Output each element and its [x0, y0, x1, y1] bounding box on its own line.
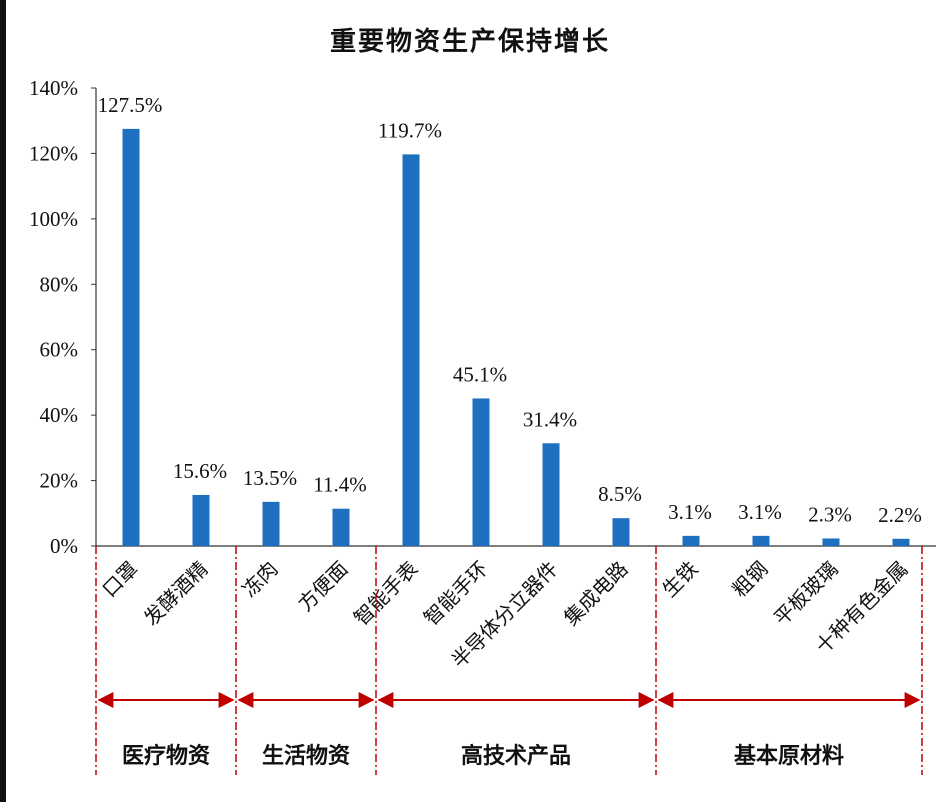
- bar: [192, 494, 210, 546]
- bar: [822, 538, 840, 546]
- category-label: 平板玻璃: [769, 557, 843, 631]
- data-label: 31.4%: [523, 407, 577, 431]
- category-label: 方便面: [293, 557, 352, 616]
- data-label: 15.6%: [173, 459, 227, 483]
- y-tick-label: 100%: [29, 207, 78, 231]
- axes: 0% 20% 40% 60% 80% 100% 120% 140%: [29, 76, 936, 558]
- data-label: 127.5%: [98, 93, 163, 117]
- data-label: 3.1%: [668, 500, 712, 524]
- bar: [122, 128, 140, 546]
- category-label: 智能手环: [419, 557, 493, 631]
- y-tick-label: 80%: [40, 272, 79, 296]
- bar: [262, 501, 280, 546]
- y-tick-label: 120%: [29, 141, 78, 165]
- data-labels: 127.5% 15.6% 13.5% 11.4% 119.7% 45.1% 31.4% 8.5…: [98, 93, 922, 527]
- left-edge-bar: [0, 0, 6, 802]
- y-tick-label: 40%: [40, 403, 79, 427]
- data-label: 2.2%: [878, 503, 922, 527]
- bar: [542, 443, 560, 546]
- group-annotations: 医疗物资 生活物资 高技术产品 基本原材料: [95, 546, 923, 775]
- data-label: 119.7%: [378, 118, 442, 142]
- category-label: 集成电路: [559, 557, 633, 631]
- bar: [472, 398, 490, 546]
- group-label: 基本原材料: [734, 743, 844, 769]
- group-label: 高技术产品: [461, 743, 571, 769]
- data-label: 8.5%: [598, 482, 642, 506]
- bar: [752, 535, 770, 546]
- bar: [402, 154, 420, 546]
- data-label: 2.3%: [808, 502, 852, 526]
- chart-title: 重要物资生产保持增长: [330, 26, 610, 57]
- y-tick-label: 60%: [40, 338, 79, 362]
- y-tick-label: 140%: [29, 76, 78, 100]
- category-label: 生铁: [657, 557, 702, 602]
- category-label: 智能手表: [349, 557, 423, 631]
- data-label: 3.1%: [738, 500, 782, 524]
- data-label: 11.4%: [313, 473, 366, 497]
- category-label: 口罩: [97, 557, 142, 602]
- bar: [682, 535, 700, 546]
- category-label: 发酵酒精: [139, 557, 213, 631]
- bar: [612, 518, 630, 546]
- category-label: 粗钢: [727, 557, 772, 602]
- y-tick-label: 0%: [50, 534, 78, 558]
- y-tick-label: 20%: [40, 469, 79, 493]
- data-label: 45.1%: [453, 362, 507, 386]
- bars: [122, 128, 910, 546]
- group-label: 医疗物资: [122, 743, 210, 769]
- category-label: 冻肉: [237, 557, 282, 602]
- bar: [332, 508, 350, 546]
- group-label: 生活物资: [262, 743, 350, 769]
- bar: [892, 538, 910, 546]
- data-label: 13.5%: [243, 466, 297, 490]
